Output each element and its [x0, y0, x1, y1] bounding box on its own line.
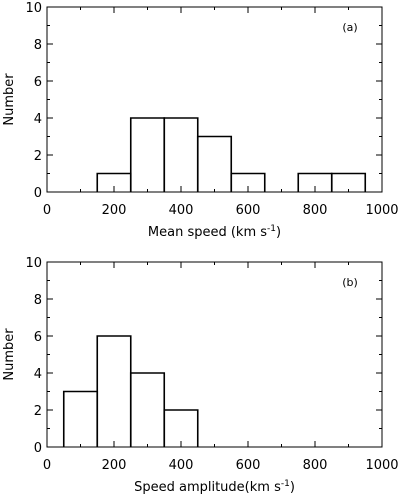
x-tick-label: 800	[303, 203, 328, 218]
y-tick-label: 4	[34, 367, 42, 382]
x-axis-title-main: Mean speed (km s	[148, 225, 267, 240]
histogram-bar	[129, 117, 166, 192]
panel-label: (b)	[342, 276, 358, 289]
y-tick-label: 4	[34, 112, 42, 127]
histogram-bar	[96, 335, 132, 447]
x-axis-title-superscript: -1	[281, 479, 290, 489]
x-tick-label: 200	[102, 203, 127, 218]
y-tick-label: 6	[34, 75, 42, 90]
x-axis-title-tail: )	[290, 480, 295, 494]
histogram-bar	[62, 390, 99, 447]
x-axis-title-tail: )	[276, 225, 281, 240]
x-axis-title: Speed amplitude(km s-1)	[134, 479, 295, 494]
y-tick-label: 10	[25, 1, 42, 16]
y-tick-label: 2	[34, 149, 42, 164]
y-tick-label: 0	[34, 441, 42, 456]
y-tick-label: 6	[34, 330, 42, 345]
x-axis-title-main: Speed amplitude(km s	[134, 480, 281, 494]
x-tick-label: 400	[169, 458, 194, 473]
histogram-bar	[163, 409, 199, 447]
x-axis-title: Mean speed (km s-1)	[148, 224, 281, 240]
y-tick-label: 8	[34, 293, 42, 308]
y-axis-title: Number	[2, 328, 17, 381]
chart-panel-a: 0 200 400 600 800 1000 0 2 4 6 8 10 (a) Number Mean sp…	[2, 1, 399, 240]
x-tick-label: 0	[43, 203, 51, 218]
x-tick-label: 800	[303, 458, 328, 473]
x-tick-label: 1000	[365, 458, 398, 473]
histogram-bar	[230, 172, 266, 192]
plot-frame	[46, 6, 383, 193]
x-tick-label: 1000	[365, 203, 398, 218]
y-tick-label: 8	[34, 38, 42, 53]
x-tick-label: 0	[43, 458, 51, 473]
panel-label: (a)	[342, 21, 357, 34]
histogram-bar	[196, 135, 233, 192]
y-tick-label: 2	[34, 404, 42, 419]
x-tick-label: 600	[236, 203, 261, 218]
histogram-bar	[163, 117, 199, 192]
y-axis-title: Number	[2, 73, 17, 126]
x-tick-label: 200	[102, 458, 127, 473]
y-tick-label: 0	[34, 186, 42, 201]
chart-panel-b: 0 200 400 600 800 1000 0 2 4 6 8 10 (b) Number Speed a…	[2, 256, 399, 495]
x-tick-label: 400	[169, 203, 194, 218]
y-tick-label: 10	[25, 256, 42, 271]
histogram-bar	[330, 172, 367, 192]
histogram-bar	[129, 372, 166, 447]
x-axis-title-superscript: -1	[267, 224, 276, 234]
x-tick-label: 600	[236, 458, 261, 473]
